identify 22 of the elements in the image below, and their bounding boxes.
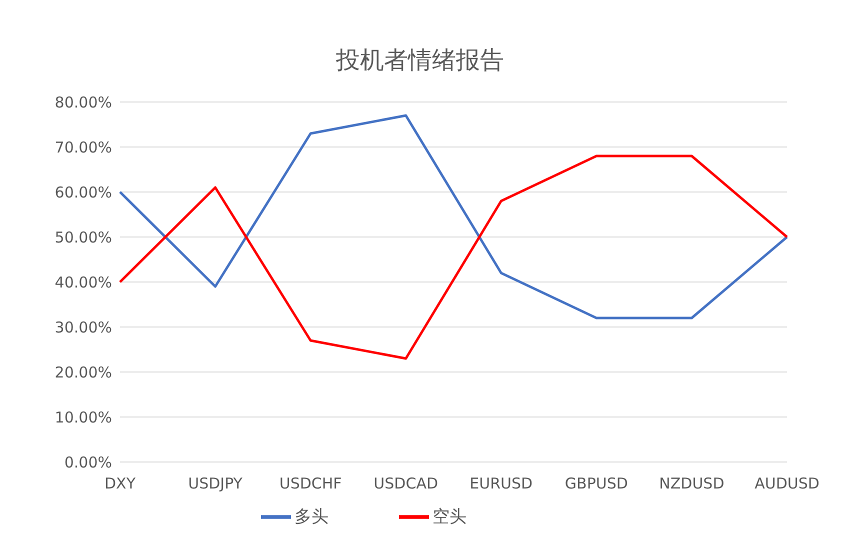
line-series	[118, 114, 788, 320]
x-tick-label: USDJPY	[188, 474, 244, 493]
y-tick-label: 40.00%	[54, 273, 112, 292]
chart-title: 投机者情绪报告	[335, 45, 505, 76]
x-tick-label: NZDUSD	[659, 474, 724, 493]
x-tick-label: USDCHF	[279, 474, 342, 493]
x-tick-label: DXY	[104, 474, 136, 493]
y-tick-label: 70.00%	[54, 138, 112, 156]
y-tick-label: 20.00%	[54, 363, 112, 382]
y-tick-label: 30.00%	[54, 318, 112, 336]
x-tick-label: AUDUSD	[754, 474, 820, 493]
y-tick-label: 10.00%	[54, 408, 112, 426]
x-tick-label: USDCAD	[374, 474, 438, 493]
y-tick-label: 60.00%	[54, 183, 112, 202]
x-tick-label: EURUSD	[470, 474, 533, 493]
line-series	[118, 154, 788, 360]
y-tick-label: 0.00%	[64, 453, 112, 472]
legend-label: 空头	[432, 506, 466, 527]
y-tick-label: 80.00%	[54, 93, 112, 112]
y-tick-label: 50.00%	[54, 228, 112, 246]
legend-label: 多头	[294, 506, 328, 527]
x-tick-label: GBPUSD	[564, 474, 628, 493]
